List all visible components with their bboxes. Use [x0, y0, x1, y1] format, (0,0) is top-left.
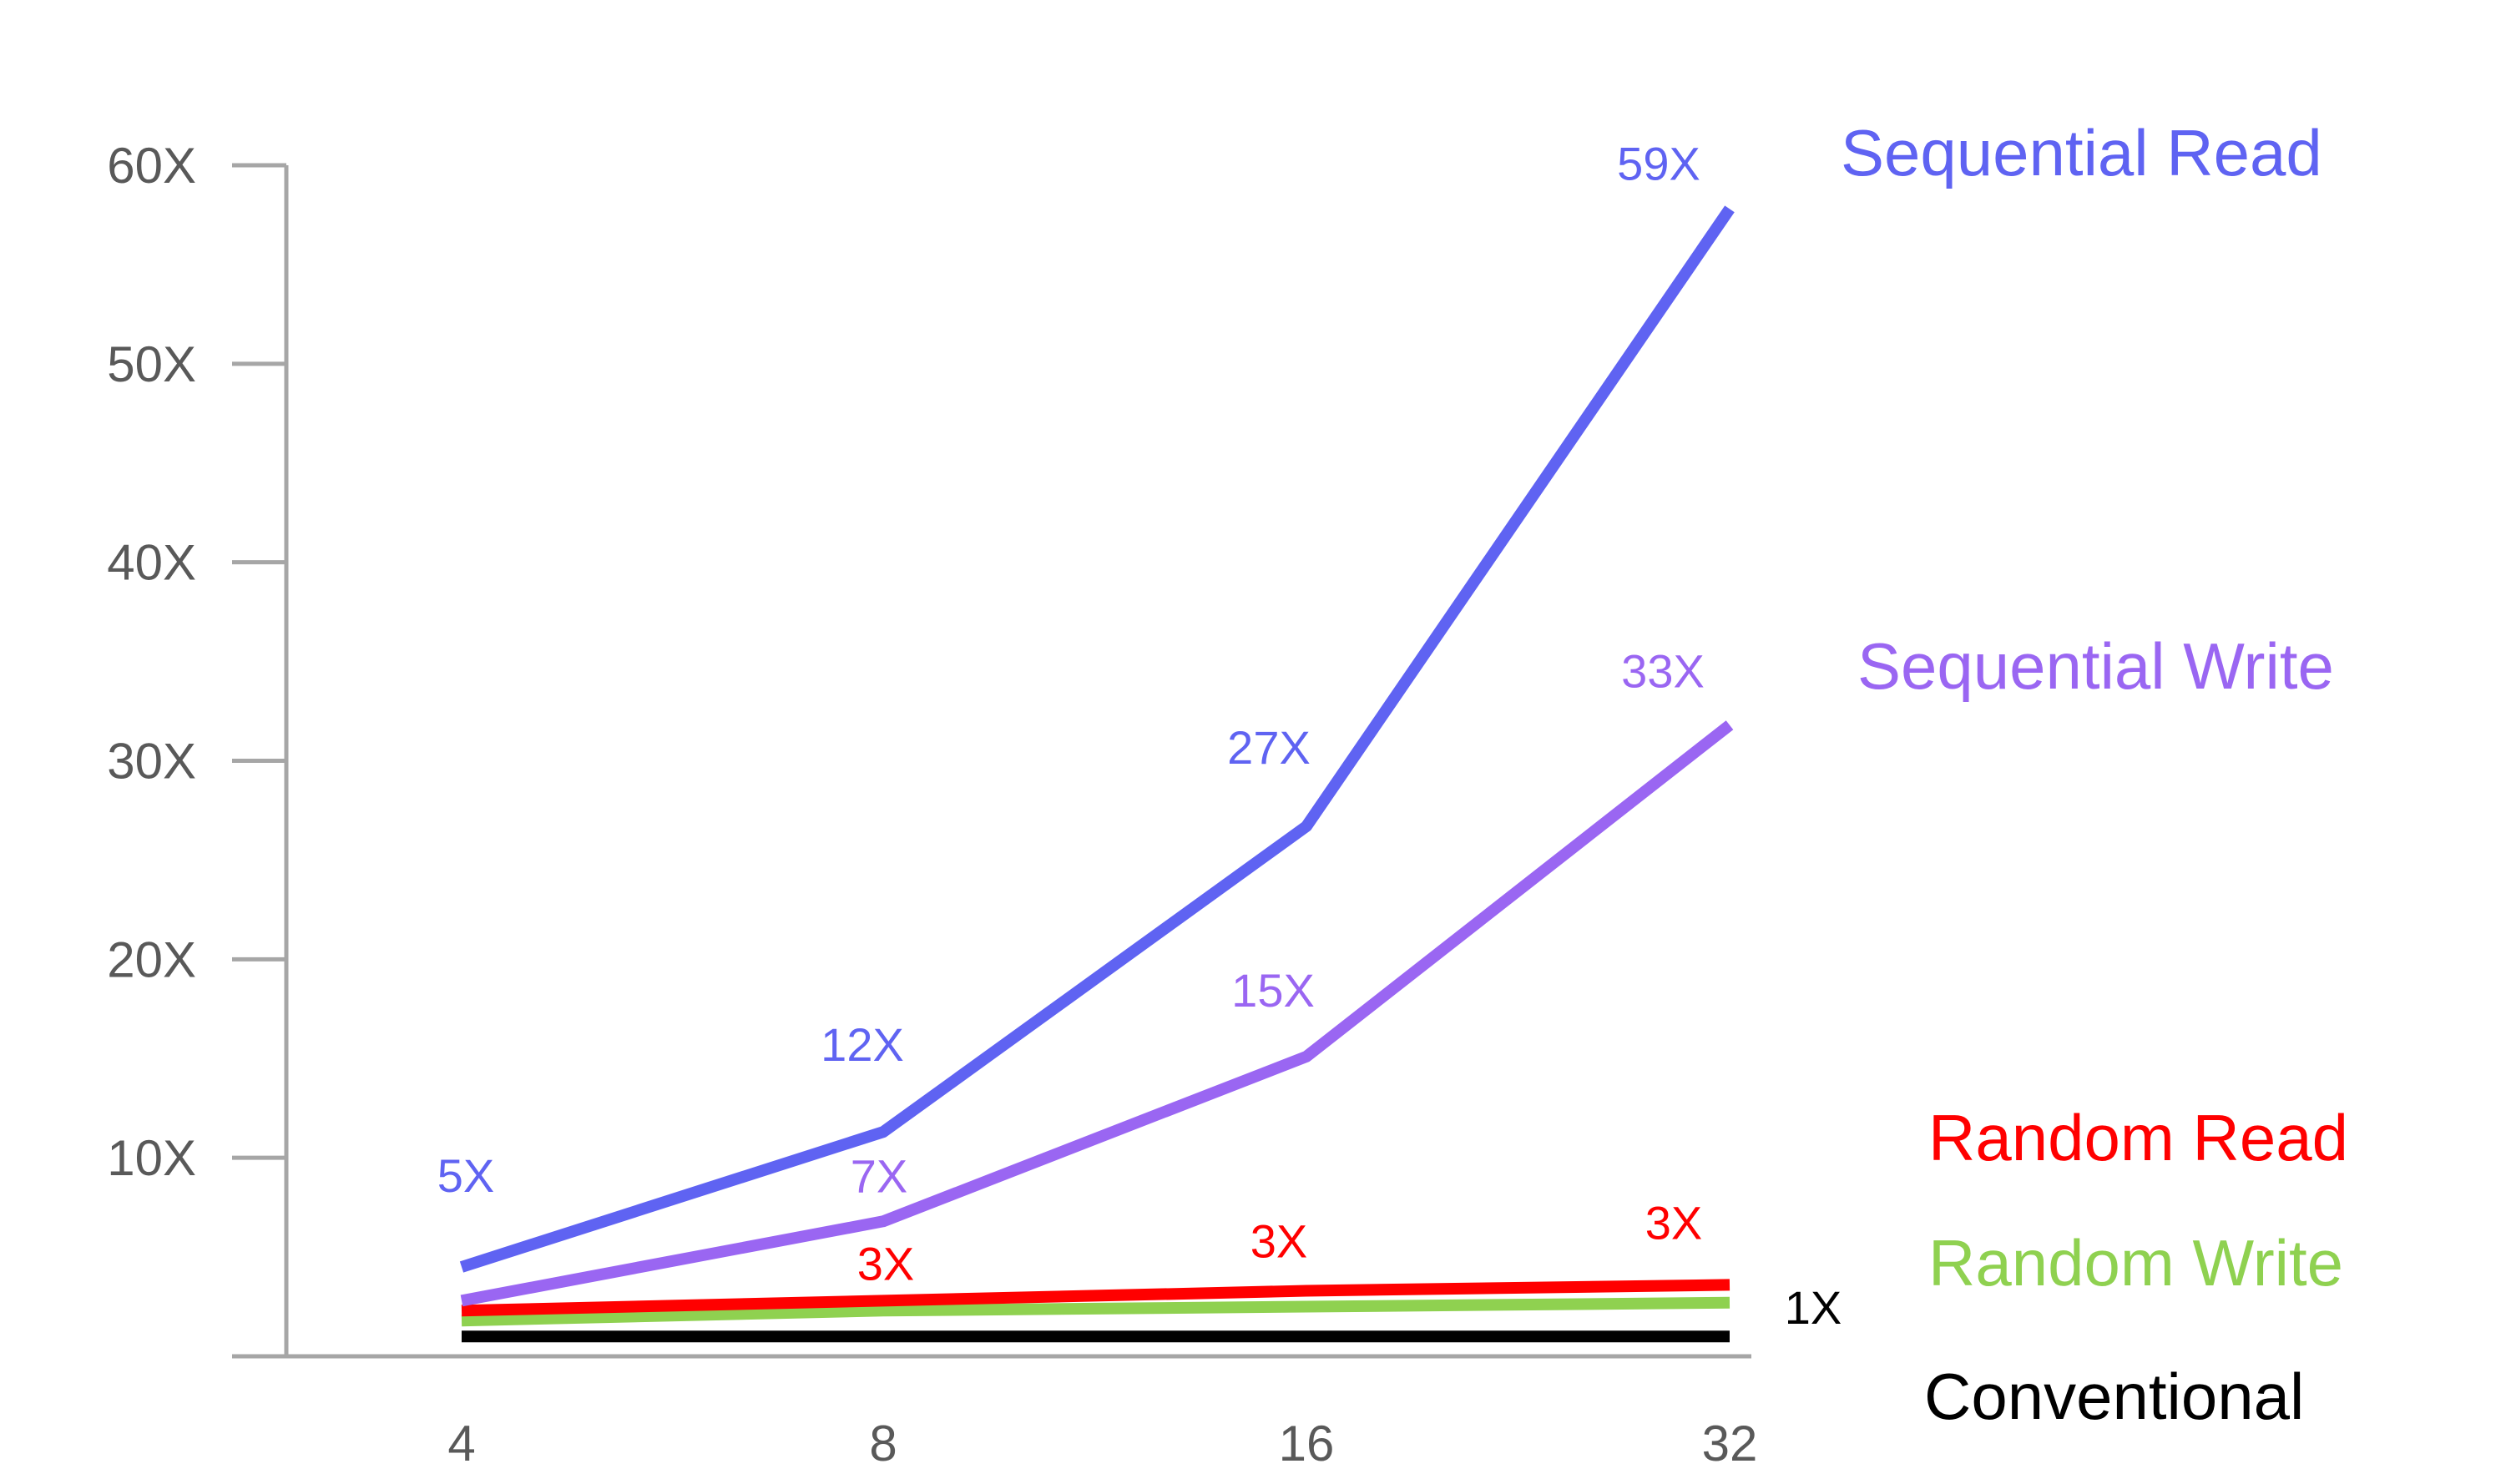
data-label-sequential-write: 15X: [1231, 964, 1315, 1017]
legend-entry-conventional: Conventional: [1924, 1360, 2304, 1433]
x-tick-label: 16: [1279, 1416, 1335, 1471]
data-label-random-read: 3X: [1645, 1196, 1703, 1249]
data-label-sequential-read: 12X: [821, 1018, 904, 1071]
y-tick-label: 30X: [107, 734, 196, 790]
data-label-conventional: 1X: [1785, 1281, 1842, 1334]
data-label-sequential-read: 59X: [1617, 137, 1700, 189]
y-tick-label: 50X: [107, 336, 196, 392]
data-label-sequential-read: 27X: [1227, 721, 1311, 774]
data-label-random-read: 3X: [1250, 1215, 1308, 1268]
legend-entry-random-write: Random Write: [1928, 1226, 2343, 1300]
series-line-random-write: [461, 1296, 1730, 1327]
x-tick-label: 8: [869, 1416, 897, 1471]
y-tick-label: 60X: [107, 138, 196, 194]
x-tick-label: 32: [1702, 1416, 1758, 1471]
series-line-sequential-write: [460, 720, 1734, 1307]
legend-entry-sequential-read: Sequential Read: [1841, 116, 2322, 189]
data-label-sequential-read: 5X: [437, 1149, 495, 1202]
legend-entry-random-read: Random Read: [1928, 1101, 2348, 1174]
legend-entry-sequential-write: Sequential Write: [1857, 629, 2334, 703]
legend: Sequential Read Sequential Write Random Re…: [1841, 116, 2348, 1433]
series-line-random-read: [461, 1279, 1730, 1317]
x-axis-ticks: 4 8 16 32: [447, 1416, 1757, 1471]
data-label-random-read: 3X: [857, 1237, 915, 1290]
y-axis-ticks: 10X 20X 30X 40X 50X 60X: [107, 138, 286, 1186]
data-labels: 5X 12X 27X 59X 7X 15X 33X 3X 3X 3X 1X: [437, 137, 1842, 1334]
y-tick-label: 40X: [107, 535, 196, 591]
y-tick-label: 20X: [107, 931, 196, 987]
series-line-sequential-read: [459, 205, 1735, 1273]
series-lines: [459, 205, 1735, 1343]
data-label-sequential-write: 7X: [851, 1149, 908, 1202]
y-tick-label: 10X: [107, 1130, 196, 1186]
x-tick-label: 4: [447, 1416, 475, 1471]
data-label-sequential-write: 33X: [1621, 645, 1705, 698]
